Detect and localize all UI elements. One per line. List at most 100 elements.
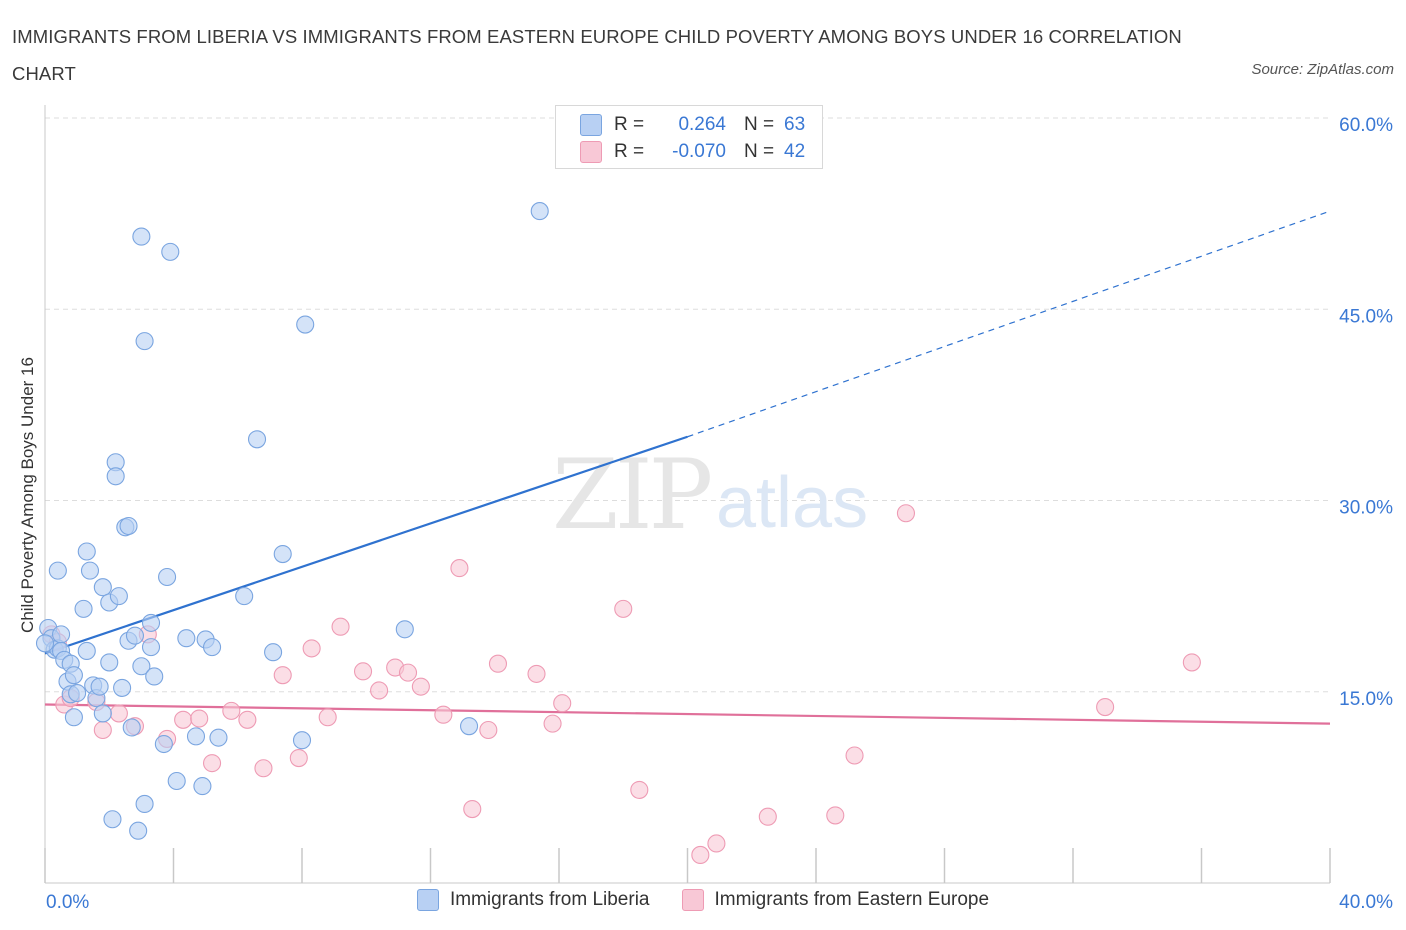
point-eastern-europe — [614, 599, 633, 618]
point-eastern-europe — [463, 799, 482, 819]
point-eastern-europe — [273, 666, 292, 685]
point-liberia — [35, 634, 55, 653]
point-liberia — [145, 667, 164, 686]
point-eastern-europe — [331, 617, 350, 636]
point-liberia — [141, 638, 161, 657]
point-liberia — [74, 599, 93, 618]
stats-legend: R = 0.264 N = 63 R = -0.070 N = 42 — [555, 105, 823, 169]
point-liberia — [235, 587, 254, 606]
grid-lines — [45, 117, 1330, 693]
point-eastern-europe — [370, 681, 389, 700]
point-liberia — [193, 777, 212, 796]
point-liberia — [77, 641, 96, 661]
point-liberia — [106, 467, 125, 486]
y-tick-label: 60.0% — [1339, 115, 1393, 136]
point-liberia — [135, 794, 154, 814]
point-eastern-europe — [203, 754, 222, 773]
point-eastern-europe — [450, 559, 469, 578]
point-liberia — [177, 629, 196, 648]
series-legend: Immigrants from Liberia Immigrants from … — [0, 889, 1406, 911]
point-eastern-europe — [479, 720, 498, 740]
legend-item-eastern-europe[interactable]: Immigrants from Eastern Europe — [681, 889, 990, 911]
point-liberia — [103, 810, 122, 829]
point-eastern-europe — [543, 714, 562, 733]
point-eastern-europe — [190, 709, 209, 728]
n-label: N = — [744, 114, 775, 135]
point-eastern-europe — [527, 664, 546, 683]
point-liberia — [273, 544, 292, 564]
data-points — [35, 202, 1201, 865]
legend-label: Immigrants from Eastern Europe — [714, 889, 990, 910]
point-eastern-europe — [93, 720, 112, 740]
point-liberia — [141, 613, 161, 632]
europe-swatch — [580, 141, 602, 163]
point-liberia — [203, 638, 222, 657]
chart-title: IMMIGRANTS FROM LIBERIA VS IMMIGRANTS FR… — [12, 26, 1182, 84]
point-eastern-europe — [254, 759, 273, 778]
point-liberia — [209, 728, 228, 747]
point-liberia — [154, 734, 173, 754]
point-liberia — [186, 727, 206, 746]
y-tick-label: 45.0% — [1339, 306, 1393, 327]
point-liberia — [161, 242, 180, 261]
watermark-zip: ZIP — [552, 439, 711, 551]
trend-line-eastern-europe — [44, 703, 1331, 725]
n-value: 63 — [784, 114, 806, 135]
point-liberia — [109, 587, 128, 606]
point-eastern-europe — [488, 654, 508, 673]
stats-row-liberia: R = 0.264 N = 63 — [580, 112, 805, 138]
point-liberia — [113, 678, 132, 697]
europe-swatch — [681, 889, 704, 911]
point-eastern-europe — [896, 504, 916, 523]
point-liberia — [264, 643, 283, 662]
axes — [44, 105, 1331, 884]
point-eastern-europe — [1096, 697, 1115, 717]
point-liberia — [530, 202, 549, 221]
liberia-swatch — [416, 889, 439, 911]
point-eastern-europe — [758, 807, 777, 826]
point-liberia — [129, 821, 148, 840]
point-eastern-europe — [289, 748, 308, 768]
point-liberia — [93, 704, 112, 723]
point-eastern-europe — [707, 834, 726, 853]
watermark: ZIP atlas — [552, 439, 868, 551]
r-value: 0.264 — [678, 114, 726, 135]
point-liberia — [64, 666, 83, 685]
point-eastern-europe — [434, 705, 453, 724]
point-liberia — [292, 731, 312, 750]
point-eastern-europe — [630, 780, 649, 799]
legend-item-liberia[interactable]: Immigrants from Liberia — [416, 889, 650, 911]
trend-line-liberia-extrapolated — [687, 210, 1331, 438]
point-eastern-europe — [845, 746, 864, 765]
r-label: R = — [614, 141, 645, 162]
point-eastern-europe — [238, 710, 257, 729]
point-eastern-europe — [318, 708, 337, 727]
r-value: -0.070 — [672, 141, 726, 162]
point-eastern-europe — [174, 710, 193, 729]
point-eastern-europe — [109, 704, 128, 723]
x-tick-label-min: 0.0% — [46, 892, 89, 913]
point-liberia — [125, 626, 144, 645]
point-liberia — [296, 315, 315, 334]
point-liberia — [68, 683, 87, 703]
point-liberia — [135, 332, 154, 351]
x-tick-label-max: 40.0% — [1339, 892, 1393, 913]
point-liberia — [64, 708, 83, 727]
n-value: 42 — [784, 141, 806, 162]
point-liberia — [48, 561, 67, 580]
point-eastern-europe — [826, 806, 845, 825]
point-eastern-europe — [302, 639, 321, 658]
point-liberia — [158, 567, 177, 587]
point-liberia — [395, 620, 414, 639]
point-liberia — [52, 625, 71, 644]
point-liberia — [459, 717, 479, 736]
y-tick-label: 30.0% — [1339, 498, 1393, 519]
point-liberia — [122, 718, 141, 737]
point-liberia — [247, 430, 267, 449]
watermark-atlas: atlas — [716, 463, 868, 543]
stats-row-europe: R = -0.070 N = 42 — [580, 139, 805, 165]
point-eastern-europe — [553, 694, 572, 713]
point-eastern-europe — [691, 845, 710, 865]
tick-labels: 15.0% 30.0% 45.0% 60.0% 0.0% 40.0% — [46, 115, 1393, 913]
